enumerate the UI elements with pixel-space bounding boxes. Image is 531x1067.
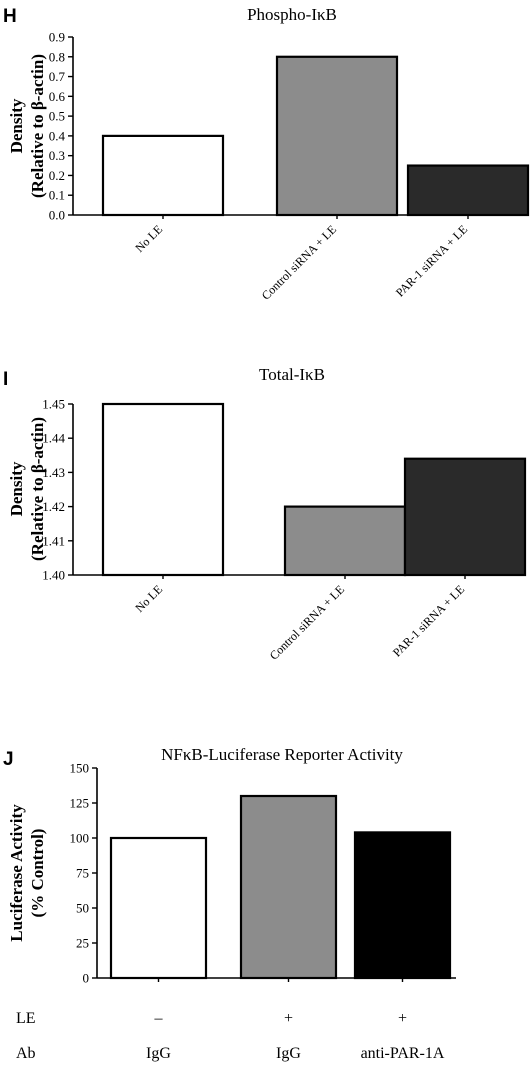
x-tick-label: No LE [132, 582, 165, 615]
bar [239, 794, 338, 980]
x-tick-label: PAR-1 siRNA + LE [390, 582, 467, 659]
y-tick-label: 1.41 [42, 533, 65, 548]
y-tick-label: 1.44 [42, 431, 65, 446]
chart-title: Phospho-IκB [247, 5, 337, 24]
y-tick-label: 0.7 [49, 69, 66, 84]
y-tick-label: 1.42 [42, 499, 65, 514]
y-tick-label: 0.3 [49, 148, 65, 163]
y-axis-label-line: Luciferase Activity [7, 804, 26, 942]
y-axis-label: Density (Relative to β-actin) [7, 54, 47, 198]
x-tick-label: No LE [132, 222, 165, 255]
x-tick-label: Control siRNA + LE [259, 222, 339, 302]
y-axis-label-line: (Relative to β-actin) [28, 54, 47, 198]
row-label: Ab [16, 1045, 36, 1062]
x-tick-label: Control siRNA + LE [267, 582, 347, 662]
panel-label: I [3, 369, 8, 390]
bar [283, 505, 407, 577]
row-value: IgG [276, 1045, 301, 1062]
y-tick-label: 75 [76, 866, 89, 881]
chart-panel-h: H Phospho-IκB Density (Relative to β-actin)… [3, 5, 530, 303]
row-value: – [154, 1010, 164, 1027]
row-value: + [284, 1010, 293, 1027]
bar [101, 402, 225, 577]
y-tick-label: 0.1 [49, 188, 65, 203]
y-tick-label: 0.0 [49, 208, 65, 223]
chart-title: Total-IκB [259, 365, 325, 384]
y-tick-label: 0.8 [49, 49, 65, 64]
bar [403, 457, 527, 577]
y-axis-label-line: (% Control) [28, 829, 47, 918]
x-tick-label: PAR-1 siRNA + LE [393, 222, 470, 299]
y-axis-label-line: (Relative to β-actin) [28, 417, 47, 561]
y-tick-label: 1.40 [42, 568, 65, 583]
bar [109, 836, 208, 980]
row-value: + [398, 1010, 407, 1027]
y-tick-label: 150 [70, 761, 90, 776]
y-axis-label-line: Density [7, 98, 26, 153]
row-value: anti-PAR-1A [361, 1045, 445, 1062]
y-tick-label: 50 [76, 901, 89, 916]
bar [101, 134, 225, 217]
y-tick-label: 0.4 [49, 128, 66, 143]
y-tick-label: 0.5 [49, 109, 65, 124]
y-axis-label: Luciferase Activity (% Control) [7, 804, 47, 942]
y-tick-label: 0.6 [49, 89, 66, 104]
y-tick-label: 100 [70, 831, 90, 846]
y-tick-label: 125 [70, 796, 90, 811]
y-tick-label: 0 [83, 971, 90, 986]
chart-title: NFκB-Luciferase Reporter Activity [161, 745, 403, 764]
y-tick-label: 0.2 [49, 168, 65, 183]
y-axis-label: Density (Relative to β-actin) [7, 417, 47, 561]
row-label: LE [16, 1010, 36, 1027]
row-value: IgG [146, 1045, 171, 1062]
y-tick-label: 0.9 [49, 30, 65, 45]
bar [275, 55, 399, 217]
chart-panel-j: J NFκB-Luciferase Reporter Activity Lucife… [3, 745, 456, 1062]
panel-label: H [3, 6, 17, 27]
y-tick-label: 1.45 [42, 397, 65, 412]
y-axis-label-line: Density [7, 461, 26, 516]
y-tick-label: 25 [76, 936, 89, 951]
panel-label: J [3, 749, 14, 770]
y-tick-label: 1.43 [42, 465, 65, 480]
bar [353, 831, 452, 980]
bar [406, 164, 530, 217]
